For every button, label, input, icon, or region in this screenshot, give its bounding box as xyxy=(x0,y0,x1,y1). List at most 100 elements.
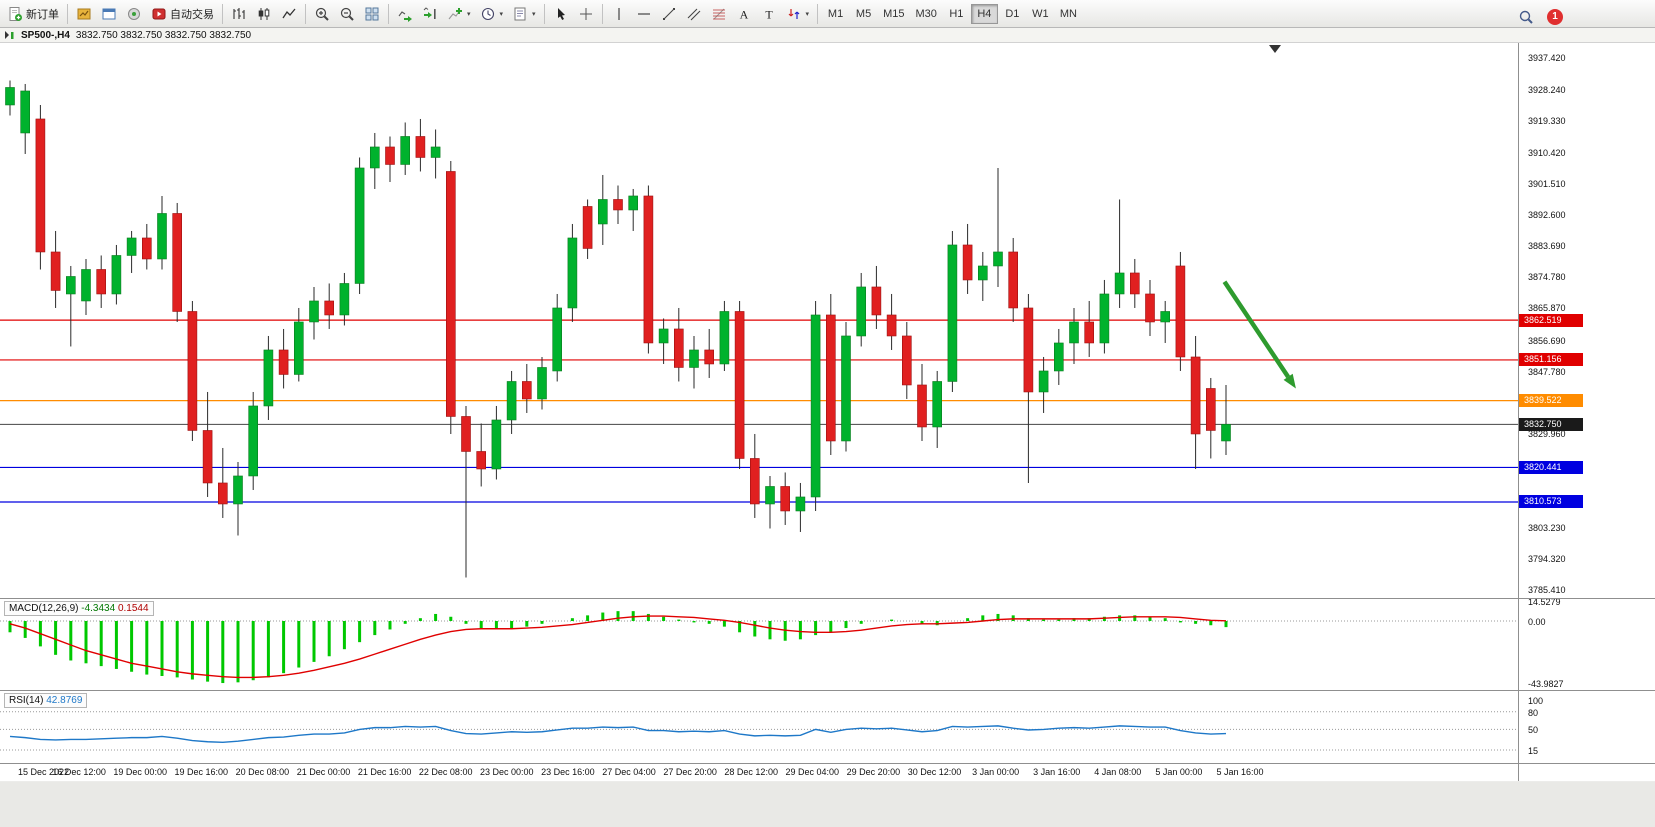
candle[interactable] xyxy=(962,244,973,281)
candle[interactable] xyxy=(491,419,502,470)
candle[interactable] xyxy=(172,213,182,312)
candle[interactable] xyxy=(1038,370,1049,393)
search-button[interactable] xyxy=(1514,5,1538,28)
candle[interactable] xyxy=(537,367,547,400)
fibonacci-button[interactable] xyxy=(707,2,731,25)
candle[interactable] xyxy=(567,237,578,309)
candle[interactable] xyxy=(293,321,304,375)
candle[interactable] xyxy=(506,381,517,421)
arrows-button[interactable]: ▾ xyxy=(782,2,814,25)
candle[interactable] xyxy=(385,146,395,165)
candle[interactable] xyxy=(1190,356,1201,435)
candle[interactable] xyxy=(1175,265,1186,358)
candle[interactable] xyxy=(719,311,730,365)
candle[interactable] xyxy=(871,286,882,316)
candle[interactable] xyxy=(415,136,426,158)
candle[interactable] xyxy=(445,171,456,417)
candle[interactable] xyxy=(430,146,441,158)
candle[interactable] xyxy=(810,314,821,498)
candle[interactable] xyxy=(50,251,61,291)
bar-chart-button[interactable] xyxy=(227,2,251,25)
candle[interactable] xyxy=(749,458,760,505)
candle[interactable] xyxy=(248,405,258,477)
candle[interactable] xyxy=(1160,311,1170,323)
candle[interactable] xyxy=(339,283,350,316)
candle[interactable] xyxy=(613,199,623,211)
chart-shift-button[interactable] xyxy=(418,2,442,25)
chart-shift-marker[interactable] xyxy=(1269,45,1281,53)
candle[interactable] xyxy=(218,482,228,505)
candle[interactable] xyxy=(157,213,167,260)
candle[interactable] xyxy=(81,269,91,302)
templates-button[interactable]: ▾ xyxy=(508,2,540,25)
periods-button[interactable]: ▾ xyxy=(476,2,508,25)
candle[interactable] xyxy=(1054,342,1064,372)
candle[interactable] xyxy=(1008,251,1019,309)
candle[interactable] xyxy=(993,251,1003,267)
candle[interactable] xyxy=(66,276,76,295)
candle[interactable] xyxy=(1099,293,1110,344)
cursor-button[interactable] xyxy=(549,2,573,25)
candle[interactable] xyxy=(233,475,243,505)
candle[interactable] xyxy=(521,381,532,400)
timeframe-button-mn[interactable]: MN xyxy=(1055,4,1082,24)
candle[interactable] xyxy=(278,349,289,375)
timeframe-button-h1[interactable]: H1 xyxy=(943,4,970,24)
candle[interactable] xyxy=(20,90,31,134)
timeframe-button-h4[interactable]: H4 xyxy=(970,3,998,24)
candle[interactable] xyxy=(111,255,122,295)
candle[interactable] xyxy=(704,349,715,365)
candle[interactable] xyxy=(917,384,927,428)
candle[interactable] xyxy=(552,307,563,372)
candlestick-chart-button[interactable] xyxy=(252,2,276,25)
candle[interactable] xyxy=(461,416,471,452)
candle[interactable] xyxy=(1130,272,1140,295)
candle[interactable] xyxy=(825,314,836,442)
timeframe-button-w1[interactable]: W1 xyxy=(1027,4,1054,24)
candle[interactable] xyxy=(354,167,365,284)
candle[interactable] xyxy=(795,496,806,512)
candle[interactable] xyxy=(643,195,654,344)
macd-panel[interactable] xyxy=(0,599,1518,690)
trendline-button[interactable] xyxy=(657,2,681,25)
candle[interactable] xyxy=(841,335,851,442)
candle[interactable] xyxy=(597,199,608,225)
zoom-in-button[interactable] xyxy=(310,2,334,25)
timeframe-button-d1[interactable]: D1 xyxy=(999,4,1026,24)
price-chart[interactable] xyxy=(0,43,1518,598)
crosshair-button[interactable] xyxy=(574,2,598,25)
zoom-out-button[interactable] xyxy=(335,2,359,25)
candle[interactable] xyxy=(96,269,106,295)
candle[interactable] xyxy=(932,381,943,428)
timeframe-button-m1[interactable]: M1 xyxy=(822,4,849,24)
new-order-button[interactable]: 新订单 xyxy=(3,2,63,25)
vertical-line-button[interactable] xyxy=(607,2,631,25)
candle[interactable] xyxy=(202,430,213,484)
candle[interactable] xyxy=(628,195,639,211)
candle[interactable] xyxy=(886,314,897,337)
candle[interactable] xyxy=(400,136,411,165)
timeframe-button-m15[interactable]: M15 xyxy=(878,4,909,24)
rsi-panel[interactable] xyxy=(0,691,1518,763)
text-label-button[interactable]: T xyxy=(757,2,781,25)
horizontal-line-button[interactable] xyxy=(632,2,656,25)
candle[interactable] xyxy=(689,349,699,368)
candle[interactable] xyxy=(765,486,775,505)
candle[interactable] xyxy=(1221,424,1231,442)
candle[interactable] xyxy=(309,300,319,323)
candle[interactable] xyxy=(187,311,198,431)
candle[interactable] xyxy=(1023,307,1034,393)
candle[interactable] xyxy=(1145,293,1155,323)
indicators-button[interactable]: ▾ xyxy=(443,2,475,25)
panel-separator[interactable] xyxy=(0,690,1655,691)
candle[interactable] xyxy=(856,286,867,337)
candle[interactable] xyxy=(126,237,137,256)
price-axis[interactable]: 3937.420 3928.240 3919.330 3910.420 3901.510… xyxy=(1519,43,1655,781)
candle[interactable] xyxy=(5,87,15,106)
candle[interactable] xyxy=(582,206,593,249)
candle[interactable] xyxy=(780,486,791,512)
time-axis[interactable]: 15 Dec 2022 16 Dec 12:00 19 Dec 00:00 19 De… xyxy=(0,764,1518,781)
candle[interactable] xyxy=(947,244,958,382)
line-chart-button[interactable] xyxy=(277,2,301,25)
candle[interactable] xyxy=(369,146,380,169)
